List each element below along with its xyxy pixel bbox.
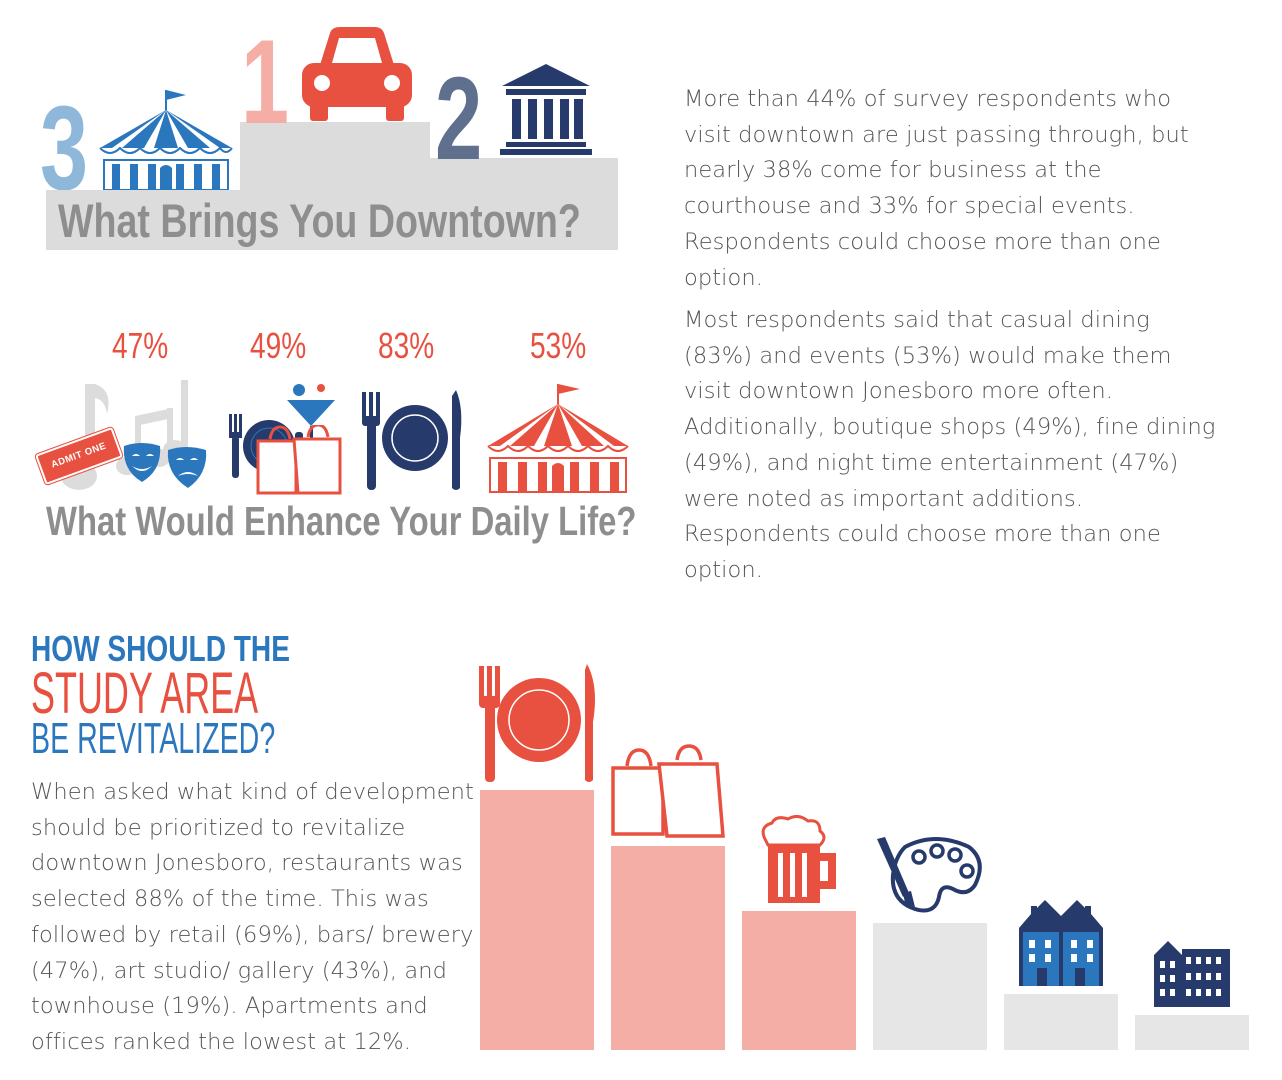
section1-heading: What Brings You Downtown? (58, 194, 581, 247)
fork-plate-knife-icon (479, 664, 595, 782)
circus-tent-icon (99, 90, 233, 191)
revitalization-bar-chart (470, 600, 1270, 1052)
chart-bar-restaurants (480, 790, 594, 1050)
chart-bar-art-studio (873, 922, 987, 1050)
townhouse-icon (1019, 899, 1103, 986)
heading-band (46, 190, 618, 250)
courthouse-icon (500, 64, 592, 155)
pct-events: 53% (530, 325, 587, 366)
section1-text: More than 44% of survey respondents who … (684, 86, 1189, 291)
chart-bar-apartments-offices (1135, 1014, 1249, 1050)
shopping-bags-icon (611, 744, 725, 838)
section3-heading-line1: HOW SHOULD THE (31, 628, 290, 669)
podium-rank-3: 3 (40, 81, 89, 215)
events-tent-icon (487, 384, 629, 493)
section3-heading-line3: BE REVITALIZED? (31, 714, 276, 763)
pct-entertainment: 47% (112, 325, 169, 366)
pct-fine-dining-shops: 49% (250, 325, 307, 366)
chart-bar-townhouse (1004, 993, 1118, 1050)
podium-graphic: 1 2 3 What B (0, 0, 640, 260)
shopping-bags-small-icon (256, 425, 342, 495)
theater-masks-icon (123, 443, 207, 488)
paint-palette-icon (877, 836, 982, 913)
section3-heading-line2: STUDY AREA (31, 661, 259, 726)
chart-bar-retail (611, 846, 725, 1050)
section3-text: When asked what kind of development shou… (31, 779, 474, 1055)
casual-dining-icon (362, 390, 462, 490)
podium-rank-2: 2 (435, 53, 483, 185)
office-building-icon (1154, 940, 1230, 1007)
pct-casual-dining: 83% (378, 325, 435, 366)
beer-mug-icon (761, 815, 836, 904)
section2-text: Most respondents said that casual dining… (684, 307, 1216, 583)
car-icon (302, 27, 412, 121)
podium-rank-1: 1 (241, 15, 290, 149)
chart-bar-bars-brewery (742, 911, 856, 1050)
section2-heading: What Would Enhance Your Daily Life? (46, 498, 637, 544)
